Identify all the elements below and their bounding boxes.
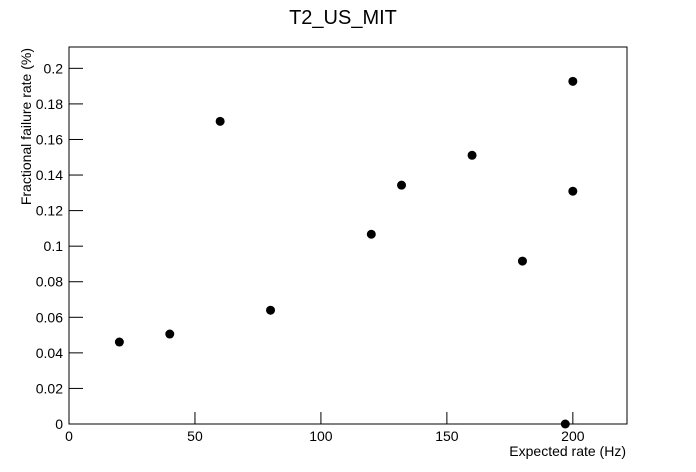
y-tick-label: 0.12 [36,203,63,219]
x-tick-label: 100 [309,428,333,444]
y-axis-label: Fractional failure rate (%) [18,48,34,205]
point [397,180,407,190]
y-tick-label: 0.1 [44,238,64,254]
point [114,337,124,347]
point [568,186,578,196]
point [165,329,175,339]
x-tick-label: 200 [561,428,585,444]
x-axis-label: Expected rate (Hz) [509,443,626,459]
y-tick-label: 0.16 [36,131,63,147]
y-tick-label: 0.14 [36,167,63,183]
point [560,419,570,429]
chart-title: T2_US_MIT [289,7,397,29]
y-tick-label: 0.08 [36,274,63,290]
point [467,150,477,160]
point [568,76,578,86]
y-tick-label: 0.02 [36,380,63,396]
y-tick-label: 0.04 [36,345,63,361]
point [517,256,527,266]
y-tick-label: 0.18 [36,96,63,112]
point [266,305,276,315]
y-tick-label: 0.06 [36,309,63,325]
x-tick-label: 0 [65,428,73,444]
y-tick-label: 0.2 [44,60,64,76]
point [215,116,225,126]
x-tick-label: 50 [187,428,203,444]
plot-frame [68,46,628,425]
point [366,229,376,239]
y-tick-label: 0 [55,416,63,432]
x-tick-label: 150 [435,428,459,444]
